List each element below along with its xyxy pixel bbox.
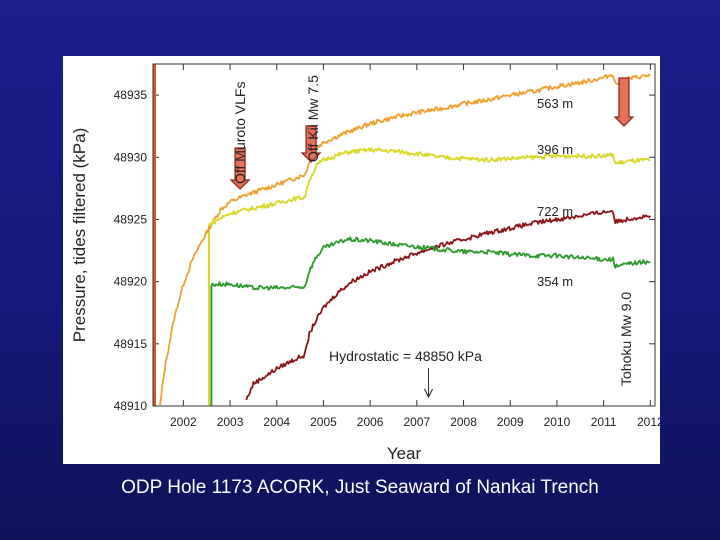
series-line-722m — [245, 209, 652, 401]
y-tick-label: 48935 — [114, 88, 148, 102]
left-edge-bar — [153, 64, 156, 406]
x-tick-label: 2006 — [357, 415, 384, 429]
y-tick-label: 48915 — [114, 337, 148, 351]
series-line-354m — [210, 236, 651, 291]
x-tick-label: 2011 — [591, 415, 617, 429]
series-label: 354 m — [537, 274, 573, 289]
x-tick-label: 2002 — [170, 415, 197, 429]
event-label: Tohoku Mw 9.0 — [618, 292, 634, 386]
series-label: 563 m — [537, 96, 573, 111]
event-arrow — [613, 77, 635, 127]
x-tick-label: 2005 — [310, 415, 337, 429]
ticks-layer: 48910 48915 48920 48925 48930 48935 2002 2003 20… — [114, 64, 660, 429]
x-tick-label: 2004 — [263, 415, 290, 429]
series-label: 722 m — [537, 204, 573, 219]
x-tick-label: 2008 — [450, 415, 477, 429]
x-tick-label: 2007 — [403, 415, 430, 429]
event-label: Off Kii Mw 7.5 — [305, 75, 321, 162]
series-line-396m — [208, 147, 651, 226]
y-tick-label: 48930 — [114, 150, 148, 164]
x-tick-label: 2009 — [497, 415, 524, 429]
hydrostatic-arrow-head — [423, 388, 434, 399]
y-axis-title: Pressure, tides filtered (kPa) — [70, 128, 89, 342]
x-tick-label: 2012 — [637, 415, 660, 429]
event-arrow — [300, 125, 322, 163]
series-label: 396 m — [537, 142, 573, 157]
event-arrow — [229, 147, 251, 190]
chart-panel: 48910 48915 48920 48925 48930 48935 2002 2003 20… — [63, 56, 660, 464]
series-layer: 563 m 396 m 722 m 354 m — [159, 73, 652, 406]
slide-caption: ODP Hole 1173 ACORK, Just Seaward of Nan… — [121, 477, 599, 498]
pressure-chart: 48910 48915 48920 48925 48930 48935 2002 2003 20… — [70, 63, 660, 463]
x-tick-label: 2003 — [217, 415, 244, 429]
event-label: Off Muroto VLFs — [232, 82, 248, 184]
x-axis-title: Year — [387, 444, 422, 463]
annotations-layer: Off Muroto VLFs Off Kii Mw 7.5 Tohoku Mw 9… — [229, 75, 635, 399]
y-tick-label: 48925 — [114, 212, 148, 226]
x-tick-label: 2010 — [544, 415, 571, 429]
hydrostatic-label: Hydrostatic = 48850 kPa — [329, 348, 482, 364]
y-tick-label: 48920 — [114, 275, 148, 289]
plot-frame — [152, 63, 656, 407]
series-line-563m — [159, 73, 651, 406]
y-tick-label: 48910 — [114, 399, 148, 413]
